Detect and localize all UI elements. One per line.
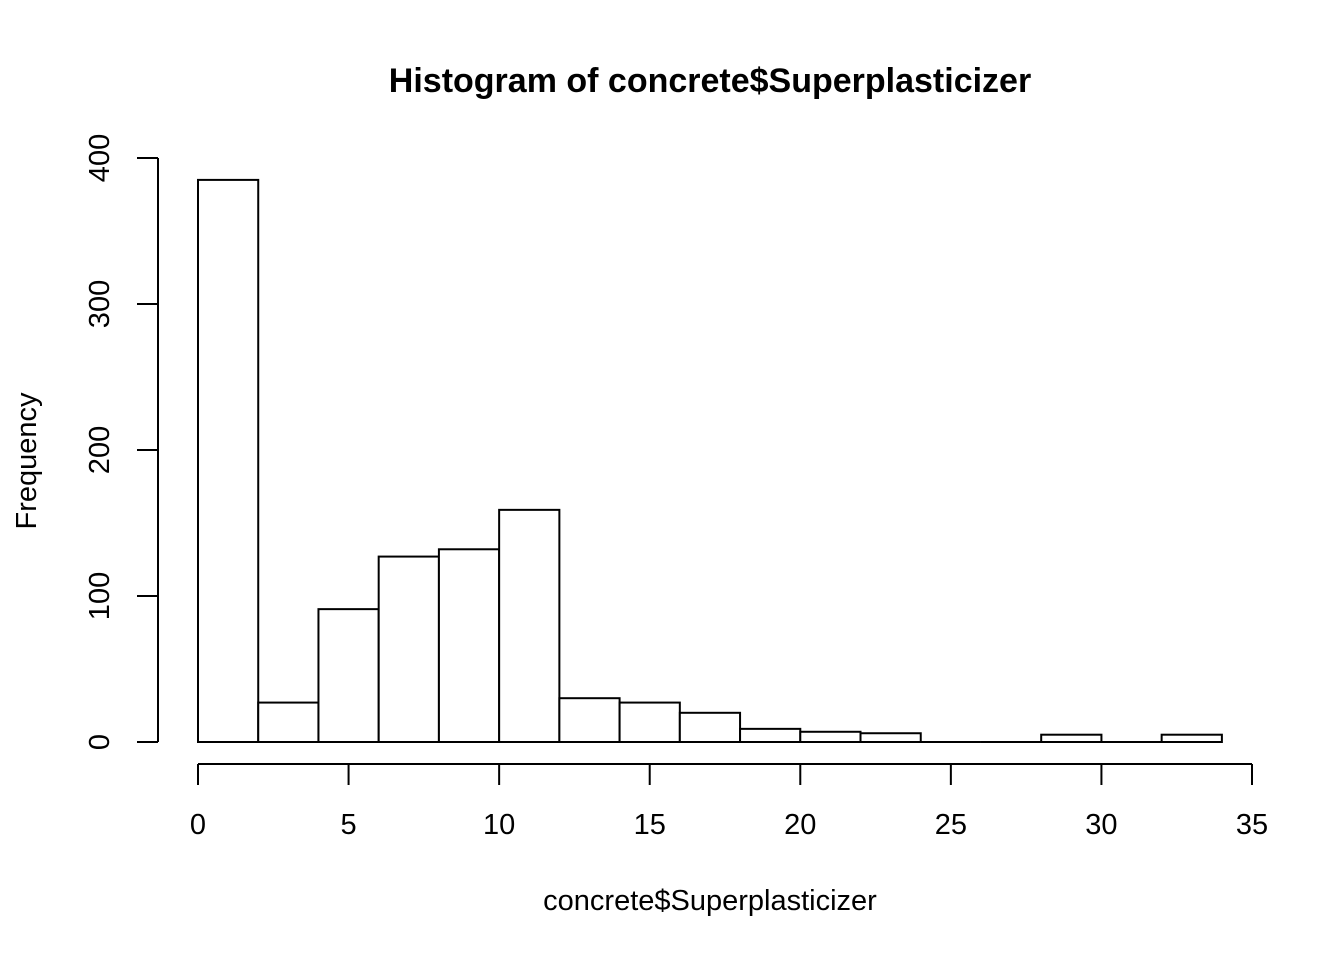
y-tick-label: 200: [84, 426, 116, 474]
histogram-bar: [257, 701, 320, 744]
histogram-bar: [678, 711, 742, 743]
y-tick-label: 100: [84, 572, 116, 620]
y-tick-label: 300: [84, 280, 116, 328]
histogram-bar: [1040, 733, 1103, 744]
histogram-bar: [317, 608, 380, 744]
y-tick-label: 400: [84, 134, 116, 182]
histogram-bar: [197, 178, 260, 743]
y-axis-label: Frequency: [11, 392, 43, 530]
y-tick-label: 0: [84, 734, 116, 750]
chart-title: Histogram of concrete$Superplasticizer: [389, 62, 1031, 100]
x-tick-label: 0: [190, 809, 206, 841]
histogram-bar: [558, 697, 621, 744]
histogram-bar: [618, 701, 681, 744]
x-tick-label: 35: [1236, 809, 1268, 841]
histogram-bar: [799, 730, 862, 744]
x-tick-label: 20: [784, 809, 816, 841]
x-axis-label: concrete$Superplasticizer: [543, 885, 877, 917]
histogram-bar: [437, 548, 501, 744]
bars-group: [197, 178, 1223, 744]
y-axis: 0 100 200 300 400: [84, 134, 159, 750]
x-axis: 0 5 10 15 20 25 30 35: [190, 763, 1268, 841]
x-tick-label: 25: [935, 809, 967, 841]
histogram-bar: [1160, 733, 1223, 744]
histogram-bar: [498, 508, 561, 743]
x-tick-label: 15: [634, 809, 666, 841]
x-tick-label: 5: [341, 809, 357, 841]
histogram-bar: [739, 727, 802, 743]
x-tick-label: 10: [483, 809, 515, 841]
x-tick-label: 30: [1085, 809, 1117, 841]
histogram-bar: [859, 732, 922, 743]
histogram-bar: [377, 555, 440, 744]
